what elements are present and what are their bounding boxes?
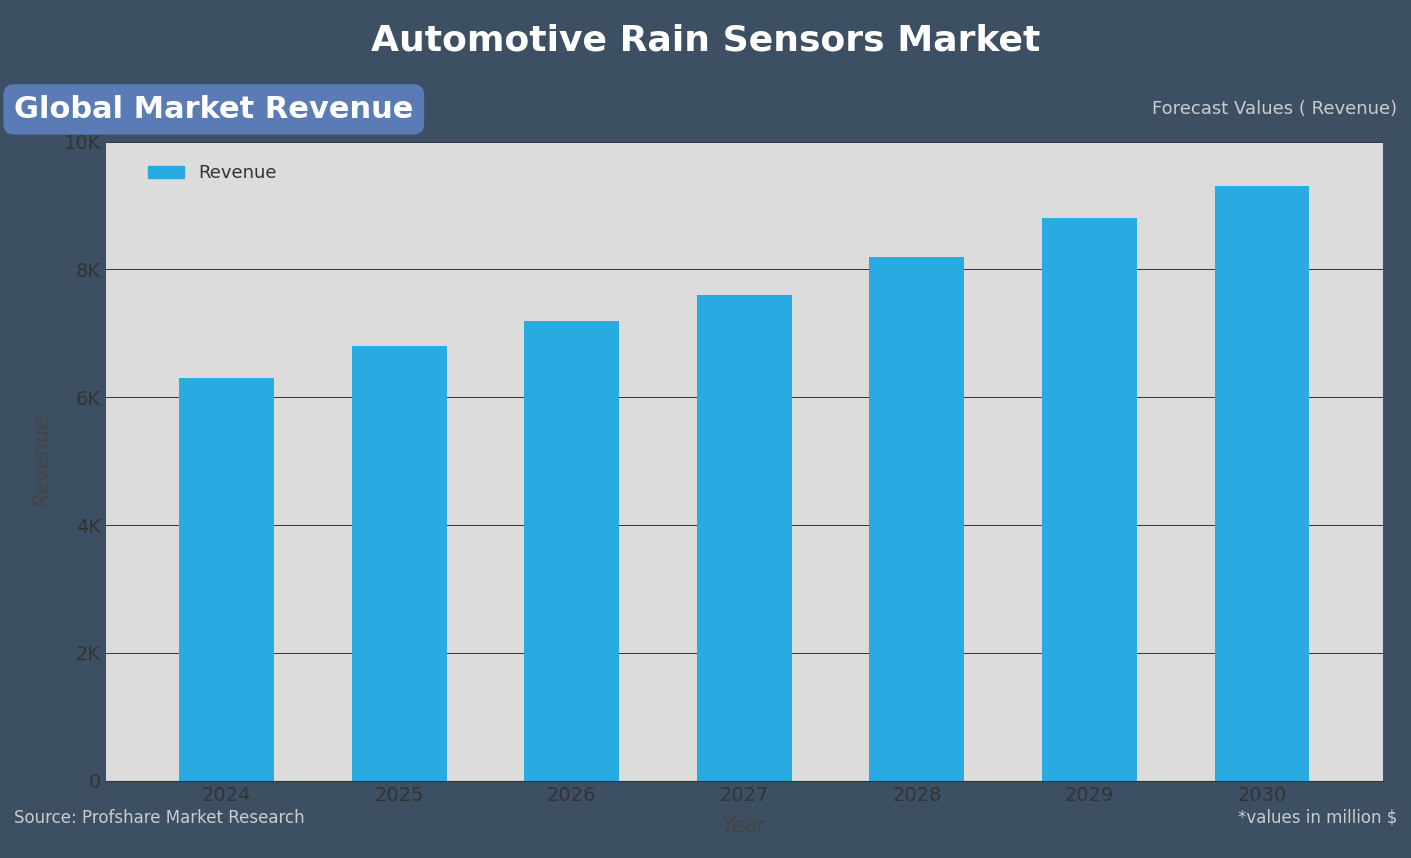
Text: Automotive Rain Sensors Market: Automotive Rain Sensors Market: [371, 24, 1040, 57]
Bar: [869, 257, 964, 781]
Text: Global Market Revenue: Global Market Revenue: [14, 95, 413, 124]
Bar: [525, 321, 619, 781]
Bar: [1041, 218, 1137, 781]
Bar: [351, 346, 447, 781]
Bar: [697, 295, 792, 781]
Text: Forecast Values ( Revenue): Forecast Values ( Revenue): [1151, 100, 1397, 118]
Legend: Revenue: Revenue: [140, 157, 284, 190]
Text: *values in million $: *values in million $: [1237, 809, 1397, 827]
X-axis label: Year: Year: [722, 816, 766, 836]
Bar: [1215, 186, 1309, 781]
Y-axis label: Revenue: Revenue: [32, 415, 52, 507]
Text: Source: Profshare Market Research: Source: Profshare Market Research: [14, 809, 305, 827]
Bar: [179, 378, 274, 781]
